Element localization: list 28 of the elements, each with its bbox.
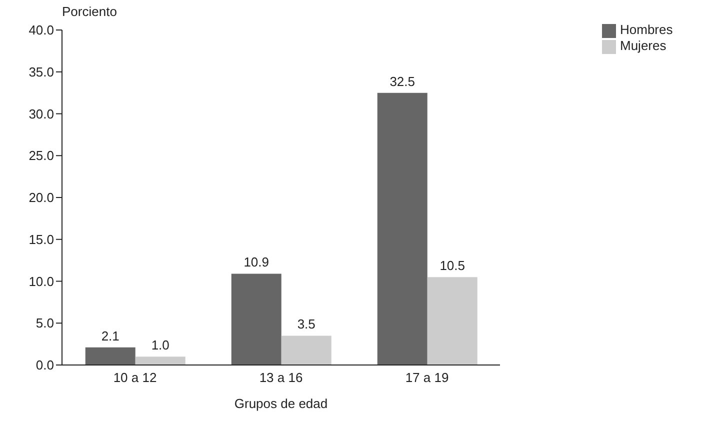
- y-tick-label: 10.0: [28, 274, 54, 289]
- bar: [85, 347, 136, 365]
- y-tick-label: 35.0: [28, 64, 54, 80]
- data-label: 1.0: [151, 338, 170, 353]
- legend-label: Hombres: [620, 22, 673, 37]
- bar: [231, 274, 282, 365]
- data-label: 32.5: [390, 74, 416, 89]
- x-tick-label: 10 a 12: [113, 370, 157, 386]
- data-label: 2.1: [101, 328, 120, 344]
- y-axis-title: Porciento: [62, 4, 117, 19]
- y-tick-label: 30.0: [28, 106, 54, 122]
- y-tick-label: 0.0: [36, 358, 54, 373]
- bar: [377, 92, 428, 365]
- legend-label: Mujeres: [620, 38, 666, 53]
- bar: [427, 277, 478, 365]
- data-label: 3.5: [297, 316, 316, 332]
- y-tick-label: 40.0: [28, 22, 54, 38]
- y-tick-label: 20.0: [28, 190, 54, 206]
- x-axis-title: Grupos de edad: [234, 396, 328, 411]
- bar: [135, 356, 186, 365]
- y-tick-label: 5.0: [36, 316, 54, 331]
- data-label: 10.5: [440, 258, 466, 274]
- bar: [281, 336, 332, 365]
- data-label: 10.9: [244, 254, 270, 270]
- x-tick-label: 17 a 19: [405, 370, 449, 386]
- y-tick-label: 25.0: [28, 148, 54, 164]
- x-tick-label: 13 a 16: [259, 370, 303, 386]
- y-tick-label: 15.0: [28, 232, 54, 247]
